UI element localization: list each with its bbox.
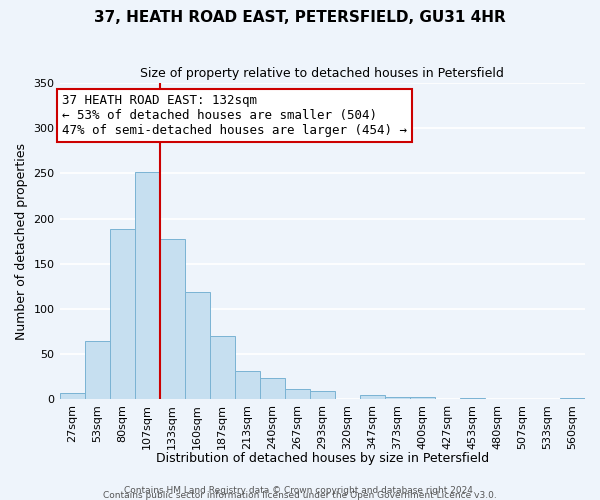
Text: Contains public sector information licensed under the Open Government Licence v3: Contains public sector information licen… [103,491,497,500]
Title: Size of property relative to detached houses in Petersfield: Size of property relative to detached ho… [140,68,504,80]
Bar [160,240,185,399]
Bar [59,393,85,399]
Bar [410,396,435,399]
Text: Contains HM Land Registry data © Crown copyright and database right 2024.: Contains HM Land Registry data © Crown c… [124,486,476,495]
Bar [285,390,310,399]
Bar [235,371,260,399]
Bar [110,230,134,399]
Bar [460,398,485,399]
Bar [385,398,410,399]
Bar [310,391,335,399]
Bar [85,340,110,399]
X-axis label: Distribution of detached houses by size in Petersfield: Distribution of detached houses by size … [156,452,489,465]
Bar [209,336,235,399]
Text: 37 HEATH ROAD EAST: 132sqm
← 53% of detached houses are smaller (504)
47% of sem: 37 HEATH ROAD EAST: 132sqm ← 53% of deta… [62,94,407,137]
Bar [560,398,585,399]
Bar [360,394,385,399]
Bar [260,378,285,399]
Bar [185,292,209,399]
Bar [134,172,160,399]
Text: 37, HEATH ROAD EAST, PETERSFIELD, GU31 4HR: 37, HEATH ROAD EAST, PETERSFIELD, GU31 4… [94,10,506,25]
Y-axis label: Number of detached properties: Number of detached properties [15,142,28,340]
